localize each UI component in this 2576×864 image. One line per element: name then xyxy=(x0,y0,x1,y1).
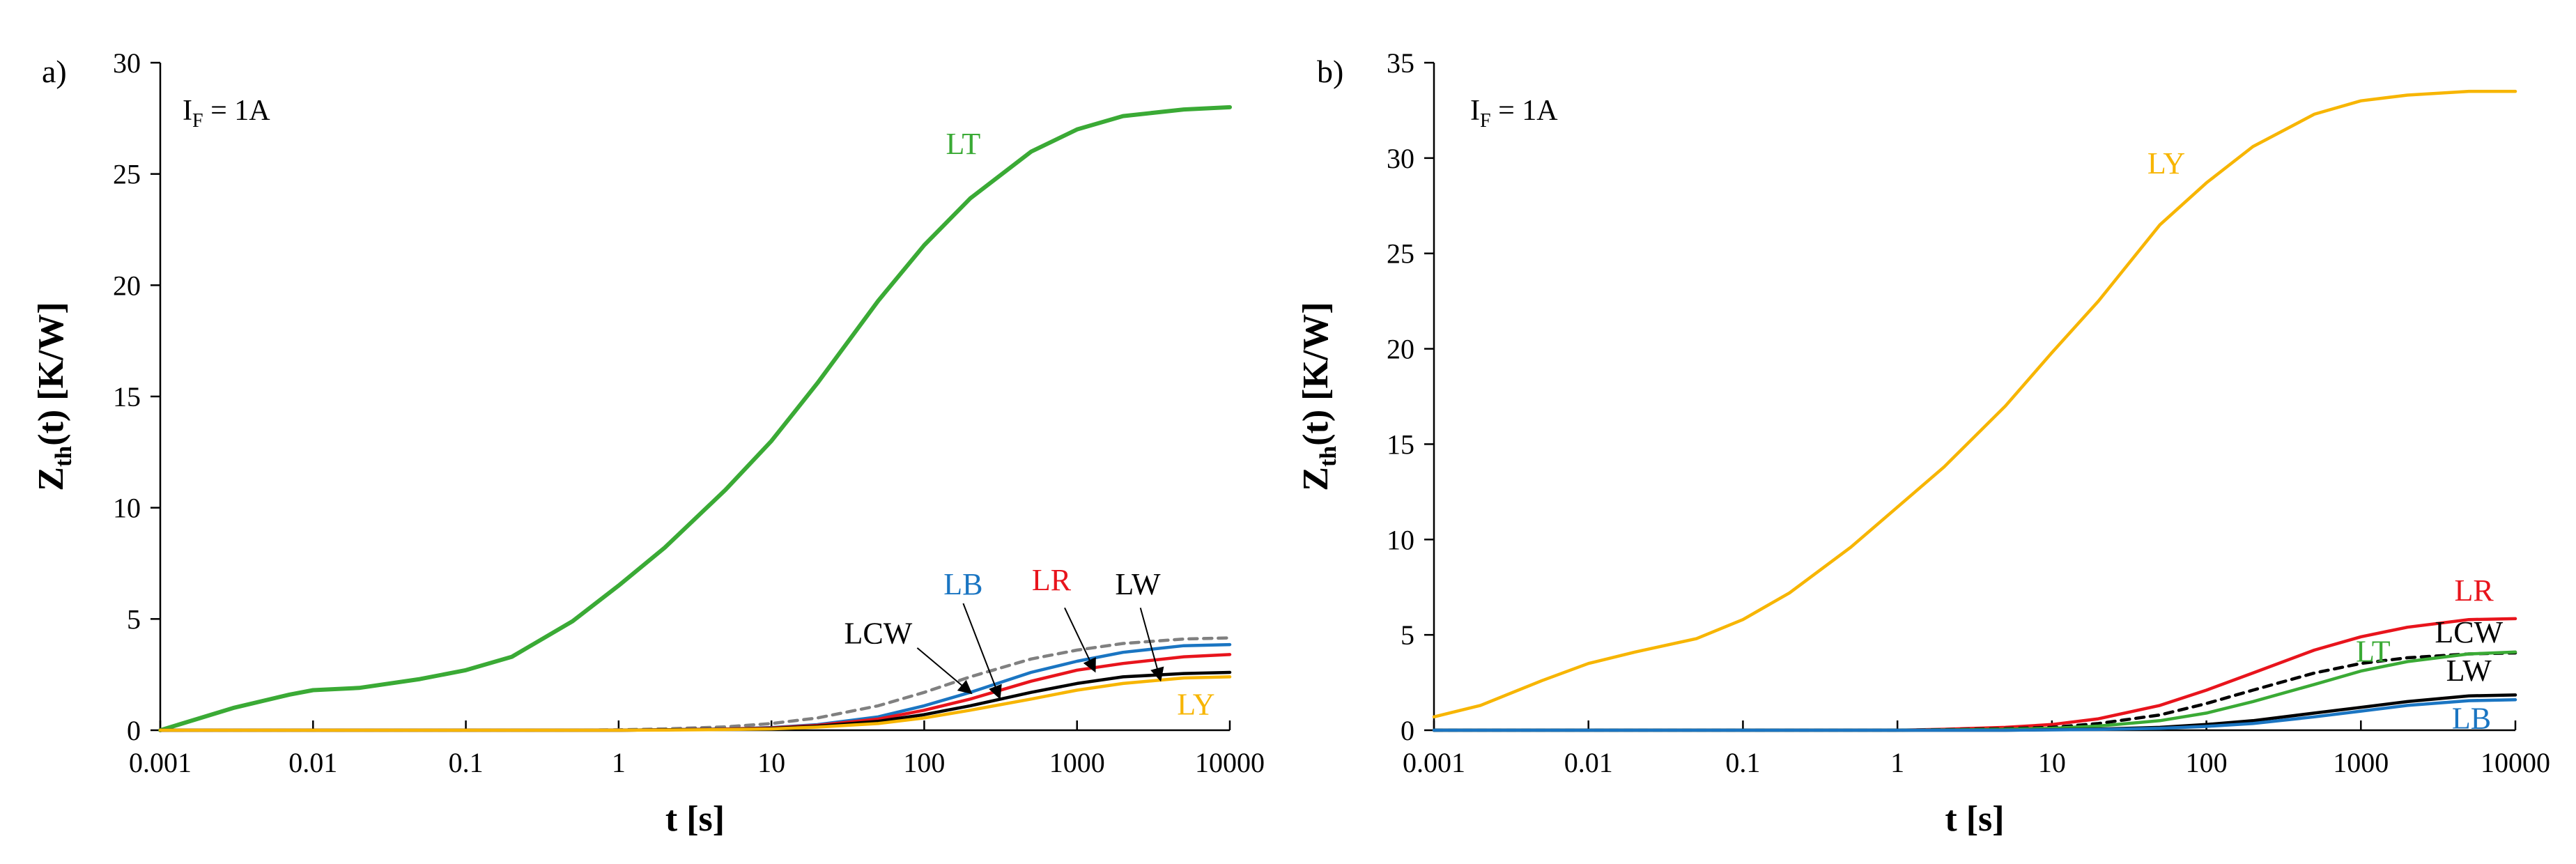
annotation-arrow xyxy=(1064,607,1096,673)
panel-label: a) xyxy=(42,54,67,89)
y-tick-label: 35 xyxy=(1387,47,1414,79)
series-line-lb xyxy=(1432,697,2517,732)
series-line-ly xyxy=(1432,89,2517,719)
series-line-lt xyxy=(158,105,1232,732)
x-tick-label: 0.01 xyxy=(288,747,337,778)
chart-panel-a: 0.001 0.01 0.1 1 10 100 1000 10000 0 5 10 15 20 25 30 L… xyxy=(31,47,1265,839)
x-tick-label: 1000 xyxy=(1049,747,1105,778)
y-tick-label: 25 xyxy=(1387,238,1414,270)
x-axis-title: t [s] xyxy=(1945,799,2004,839)
x-tick-label: 10 xyxy=(2038,747,2066,778)
y-axis-title: Zth(t) [K/W] xyxy=(1296,302,1341,491)
x-tick-label: 1 xyxy=(1890,747,1904,778)
y-tick-label: 15 xyxy=(1387,429,1414,460)
x-tick-label: 0.1 xyxy=(449,747,484,778)
y-tick-label: 10 xyxy=(1387,524,1414,555)
series-label-lcw: LCW xyxy=(2435,615,2503,649)
annotation-arrow xyxy=(962,603,1002,700)
series-label-lt: LT xyxy=(946,127,981,161)
series-label-lb: LB xyxy=(943,567,982,601)
y-tick-label: 5 xyxy=(127,603,141,635)
x-tick-label: 10000 xyxy=(2481,747,2550,778)
panel-label: b) xyxy=(1317,54,1343,89)
y-tick-label: 0 xyxy=(127,715,141,746)
series-label-lt: LT xyxy=(2356,634,2391,668)
y-tick-label: 5 xyxy=(1401,619,1414,651)
series-label-lr: LR xyxy=(1032,563,1072,597)
series-label-lw: LW xyxy=(2446,654,2492,688)
x-tick-label: 10000 xyxy=(1195,747,1265,778)
x-tick-label: 0.01 xyxy=(1564,747,1613,778)
annotation-arrow xyxy=(1139,608,1164,682)
y-tick-label: 30 xyxy=(113,47,141,79)
x-tick-label: 100 xyxy=(903,747,945,778)
y-tick-label: 15 xyxy=(113,381,141,412)
x-tick-label: 0.001 xyxy=(1403,747,1465,778)
x-tick-label: 10 xyxy=(757,747,785,778)
current-annotation: IF = 1A xyxy=(183,95,270,132)
y-tick-label: 30 xyxy=(1387,143,1414,174)
x-axis-title: t [s] xyxy=(665,799,725,839)
x-tick-label: 100 xyxy=(2186,747,2228,778)
y-tick-label: 25 xyxy=(113,159,141,190)
y-tick-label: 20 xyxy=(1387,334,1414,365)
series-line-lb xyxy=(158,642,1232,732)
series-line-ly xyxy=(158,675,1232,732)
chart-panel-b: 0.001 0.01 0.1 1 10 100 1000 10000 0 5 10 15 20 25 30 3… xyxy=(1296,47,2550,839)
y-tick-label: 20 xyxy=(113,270,141,301)
series-label-ly: LY xyxy=(2147,146,2185,180)
annotation-arrow xyxy=(916,647,973,695)
series-label-lcw: LCW xyxy=(844,616,913,650)
y-tick-label: 10 xyxy=(113,493,141,524)
y-tick-label: 0 xyxy=(1401,715,1414,746)
series-label-lw: LW xyxy=(1115,567,1161,601)
series-label-ly: LY xyxy=(1177,688,1214,722)
x-tick-label: 0.001 xyxy=(129,747,192,778)
x-tick-label: 1 xyxy=(612,747,626,778)
series-label-lb: LB xyxy=(2452,701,2491,735)
series-line-lcw xyxy=(1432,651,2517,732)
y-axis-title: Zth(t) [K/W] xyxy=(31,302,77,491)
current-annotation: IF = 1A xyxy=(1470,95,1558,132)
series-line-lw xyxy=(158,670,1232,732)
series-label-lr: LR xyxy=(2455,573,2494,608)
x-tick-label: 0.1 xyxy=(1725,747,1760,778)
x-tick-label: 1000 xyxy=(2333,747,2389,778)
